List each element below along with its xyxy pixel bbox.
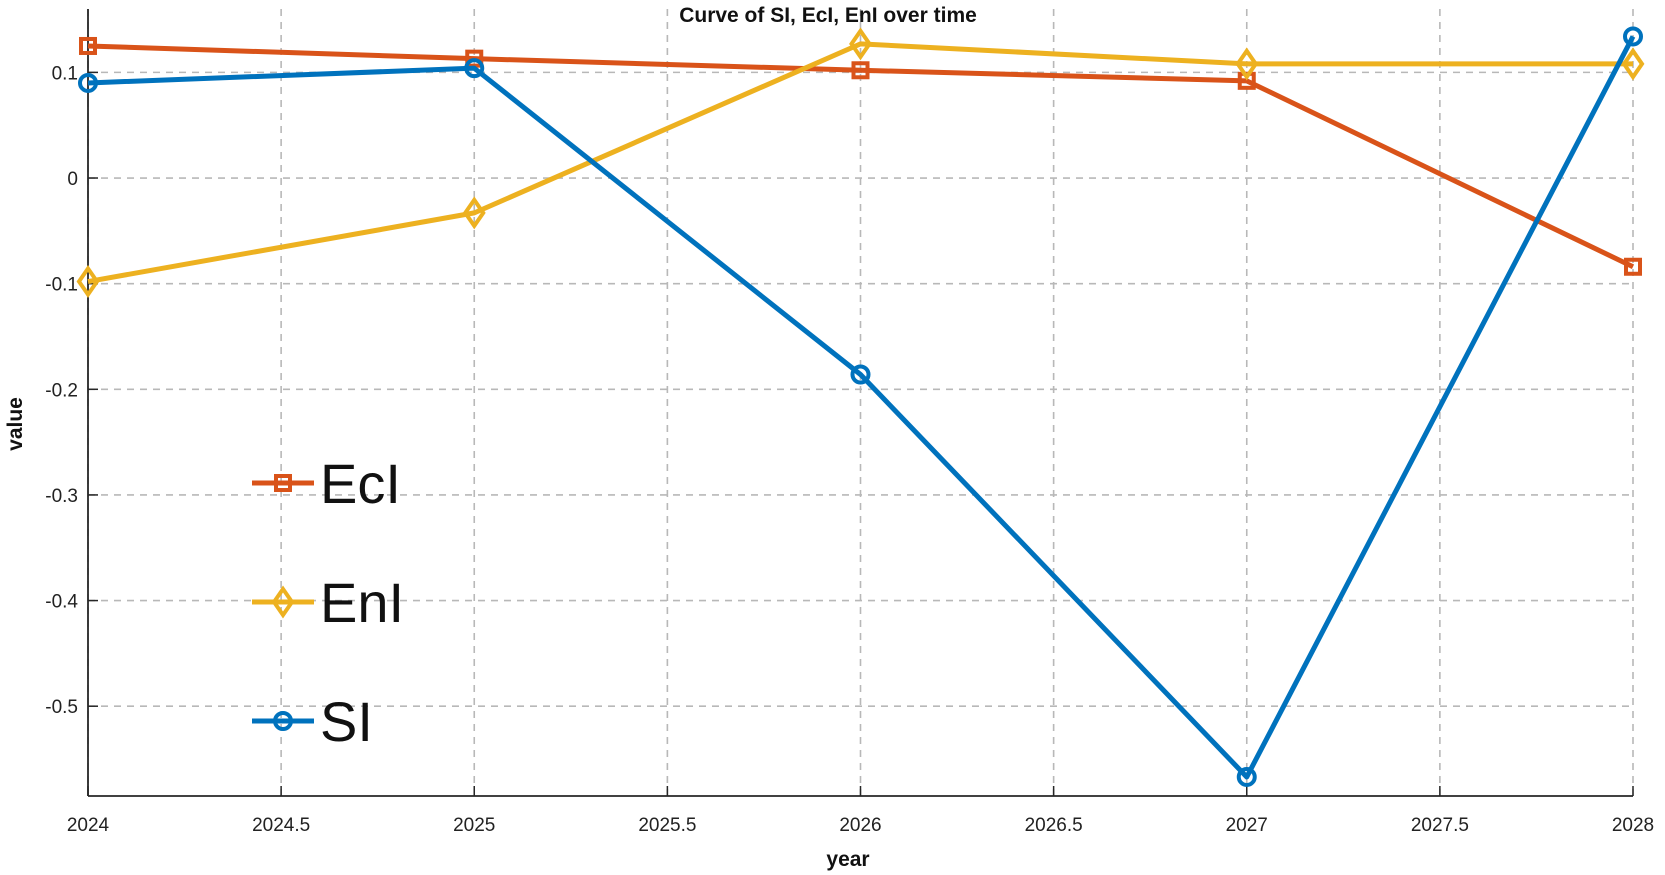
legend-marker (271, 585, 295, 619)
x-tick-label: 2026 (839, 815, 881, 836)
y-tick-label: -0.1 (45, 275, 78, 296)
x-tick-label: 2027.5 (1411, 815, 1469, 836)
data-point-eni (1235, 47, 1259, 81)
axes (87, 9, 1634, 797)
y-tick-label: -0.3 (45, 486, 78, 507)
series-si (78, 26, 1643, 787)
x-tick-label: 2026.5 (1025, 815, 1083, 836)
series-line-si (87, 35, 1636, 780)
y-tick-label: 0.1 (52, 63, 78, 84)
y-tick-label: -0.4 (45, 592, 78, 613)
y-axis-label: value (4, 397, 27, 451)
data-point-si (1236, 766, 1257, 787)
data-point-eni (849, 27, 872, 61)
legend-item-eni: EnI (252, 571, 404, 634)
x-tick-label: 2028 (1612, 815, 1654, 836)
chart-title: Curve of SI, EcI, EnI over time (679, 4, 977, 27)
series-eni (76, 27, 1645, 299)
x-tick-label: 2027 (1226, 815, 1268, 836)
x-axis-label: year (826, 848, 869, 871)
y-tick-label: 0 (67, 169, 78, 190)
data-point-si (850, 364, 871, 385)
legend-label: EnI (320, 571, 404, 634)
legend-marker (274, 474, 292, 492)
x-tick-label: 2025 (453, 815, 495, 836)
y-tick-label: -0.2 (45, 380, 78, 401)
series-line-eni (87, 41, 1633, 285)
data-point-eni (76, 265, 100, 299)
legend-label: EcI (320, 452, 401, 515)
legend-item-eci: EcI (252, 452, 401, 515)
series-lines (76, 26, 1645, 787)
series-line-eci (87, 43, 1635, 270)
data-point-eci (1624, 257, 1642, 276)
x-tick-label: 2024.5 (252, 815, 310, 836)
data-point-eci (465, 49, 484, 68)
grid-lines (87, 9, 1634, 796)
data-point-si (1623, 26, 1643, 47)
legend-label: SI (320, 690, 373, 753)
legend: EcI EnI SI (252, 452, 404, 753)
y-tick-label: -0.5 (45, 697, 78, 718)
series-eci (79, 36, 1642, 276)
data-point-eci (851, 61, 870, 80)
data-point-si (78, 72, 98, 93)
legend-marker (273, 711, 293, 731)
data-point-eci (79, 36, 97, 55)
data-point-si (464, 58, 485, 79)
x-tick-label: 2024 (67, 815, 110, 836)
legend-item-si: SI (252, 690, 373, 753)
tick-labels: 2024 2024.5 2025 2025.5 2026 2026.5 2027 2027.5… (45, 63, 1654, 836)
x-tick-label: 2025.5 (638, 815, 696, 836)
data-point-eni (462, 196, 486, 230)
data-point-eni (1621, 47, 1645, 81)
